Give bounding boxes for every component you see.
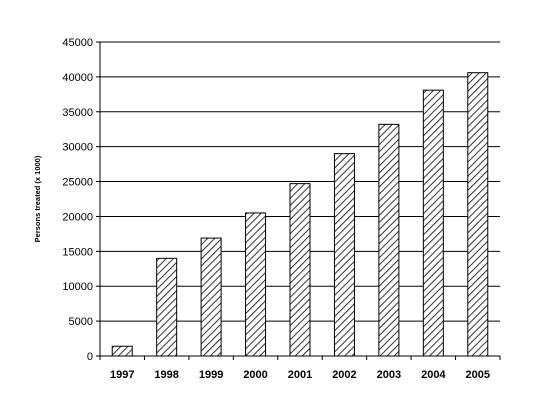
y-tick-label: 45000 — [62, 37, 93, 49]
y-tick-label: 20000 — [62, 211, 93, 223]
y-tick-label: 40000 — [62, 72, 93, 84]
bar-2000 — [245, 212, 267, 357]
y-tick-labels: 0 5000 10000 15000 20000 25000 30000 35000 40000… — [62, 37, 93, 363]
bar-1998 — [156, 257, 178, 357]
x-tick-label: 2004 — [421, 369, 446, 381]
y-tick-label: 30000 — [62, 142, 93, 154]
bar-1997 — [111, 345, 133, 357]
y-axis-label: Persons treated (x 1000) — [33, 155, 42, 242]
y-tick-label: 35000 — [62, 107, 93, 119]
x-tick-label: 2001 — [288, 369, 312, 381]
bar-2002 — [333, 153, 355, 357]
x-tick-label: 1999 — [199, 369, 223, 381]
x-tick-label: 1998 — [154, 369, 178, 381]
x-tick-label: 2002 — [332, 369, 356, 381]
y-tick-label: 25000 — [62, 177, 93, 189]
y-tick-label: 5000 — [69, 316, 93, 328]
y-tick-label: 10000 — [62, 281, 93, 293]
y-tick-label: 0 — [87, 351, 93, 363]
x-tick-labels: 1997 1998 1999 2000 2001 2002 2003 2004 2005 — [110, 369, 490, 381]
bar-2005 — [467, 72, 489, 357]
bar-2003 — [378, 123, 400, 357]
bars — [111, 72, 501, 360]
x-tick-label: 2000 — [243, 369, 267, 381]
bar-1999 — [200, 237, 222, 357]
x-tick-label: 1997 — [110, 369, 134, 381]
x-tick-label: 2003 — [377, 369, 401, 381]
bar-2001 — [289, 183, 311, 357]
axes — [99, 42, 500, 360]
y-tick-label: 15000 — [62, 246, 93, 258]
bar-2004 — [422, 89, 444, 357]
x-tick-label: 2005 — [466, 369, 490, 381]
